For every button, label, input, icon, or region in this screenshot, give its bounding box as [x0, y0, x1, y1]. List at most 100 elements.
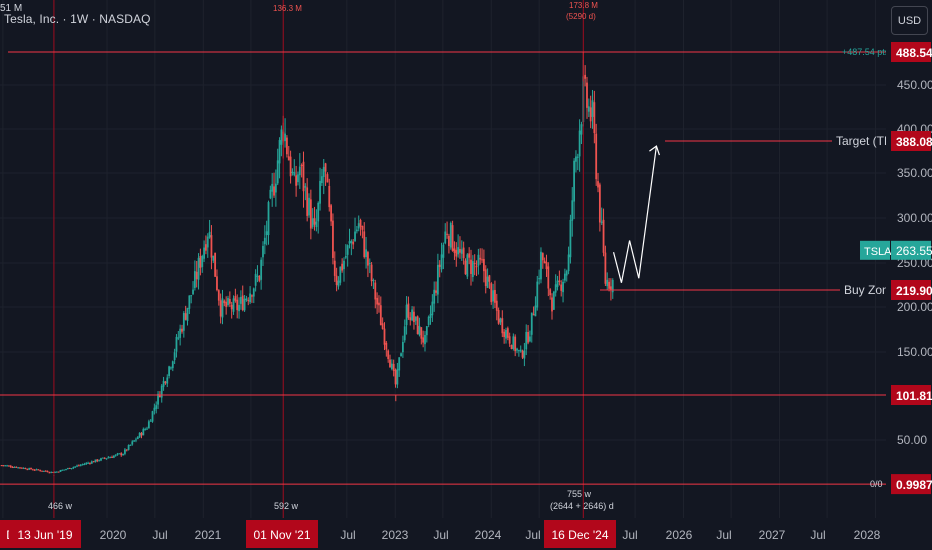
candle-body: [164, 381, 167, 383]
candle-body: [519, 349, 522, 352]
candle-body: [455, 250, 458, 257]
candle-body: [124, 449, 126, 454]
symbol-legend[interactable]: Tesla, Inc. · 1W · NASDAQ: [4, 12, 151, 26]
candle-body: [168, 366, 171, 377]
candle-body: [293, 172, 296, 176]
candle-body: [497, 310, 500, 324]
candle-body: [35, 469, 38, 471]
candle-body: [9, 465, 12, 467]
candle-body: [440, 254, 443, 270]
candle-body: [74, 466, 77, 468]
candle-body: [13, 466, 16, 468]
price-levels: Target (TP) Buy Zone: [0, 51, 896, 485]
x-tick-highlight: [544, 520, 616, 548]
candle-body: [149, 420, 152, 422]
candle-body: [495, 300, 498, 311]
y-tick-label: 350.00: [897, 166, 932, 180]
candle-body: [558, 280, 561, 282]
projection-path: [612, 146, 658, 283]
x-tick-label: Jul: [810, 528, 825, 542]
candle-body: [538, 278, 541, 280]
candle-body: [68, 467, 71, 469]
buy-zone-price-box: [891, 280, 931, 300]
candle-body: [562, 281, 564, 293]
candle-body: [46, 471, 49, 473]
candle-body: [44, 470, 47, 472]
candle-body: [155, 405, 158, 409]
candle-body: [234, 296, 237, 301]
candle-body: [551, 297, 553, 312]
candle-body: [390, 363, 393, 369]
x-tick-highlight: [246, 520, 318, 548]
candle-body: [158, 394, 161, 398]
candle-body: [256, 275, 259, 277]
candle-body: [313, 218, 316, 225]
candle-body: [125, 449, 128, 451]
candle-body: [600, 221, 603, 223]
candle-body: [269, 189, 272, 199]
candle-body: [475, 266, 478, 268]
candle-body: [151, 411, 154, 422]
candle-body: [206, 236, 209, 248]
annotations: +487.54 pts 0/0 466 w 592 w 755 w (2644 + 264…: [48, 1, 890, 511]
candle-body: [219, 300, 222, 317]
candle-body: [182, 312, 185, 331]
candle-body: [230, 304, 233, 310]
candle-body: [297, 174, 299, 183]
range-zero-label: 0/0: [870, 479, 883, 489]
candle-body: [118, 453, 121, 455]
top-level-price-box: [891, 42, 931, 62]
candle-body: [510, 344, 513, 350]
candle-body: [344, 256, 347, 258]
candle-body: [55, 471, 58, 473]
candle-body: [171, 361, 174, 369]
candle-body: [372, 280, 375, 282]
candle-body: [201, 255, 204, 267]
candle-body: [267, 202, 270, 236]
candle-body: [77, 465, 80, 467]
candle-body: [70, 468, 73, 470]
candle-body: [355, 229, 358, 232]
candle-body: [348, 241, 351, 244]
candle-body: [302, 161, 305, 192]
currency-button[interactable]: USD: [891, 6, 928, 35]
candle-body: [575, 156, 577, 162]
candle-body: [444, 231, 447, 244]
candle-body: [482, 259, 485, 272]
candle-body: [606, 279, 609, 287]
candle-body: [214, 252, 217, 277]
candle-body: [597, 181, 599, 188]
candle-body: [166, 377, 169, 384]
y-tick-label: 50.00: [897, 433, 927, 447]
candle-body: [459, 248, 461, 253]
candle-body: [181, 328, 183, 332]
candle-body: [536, 281, 539, 308]
candle-body: [610, 286, 612, 290]
candle-body: [492, 290, 494, 302]
vertical-markers: [53, 0, 584, 518]
candle-body: [19, 467, 21, 469]
candle-body: [228, 299, 231, 304]
candle-body: [494, 289, 496, 303]
candle-body: [505, 329, 507, 339]
candle-body: [571, 200, 574, 221]
y-tick-label: 300.00: [897, 211, 932, 225]
candle-body: [484, 269, 487, 287]
candle-body: [398, 357, 401, 371]
candle-body: [598, 184, 601, 223]
target-price-label: 388.08: [896, 135, 932, 149]
candle-body: [420, 327, 423, 339]
candle-body: [52, 471, 55, 473]
candle-body: [298, 166, 301, 176]
x-tick-label: Jul: [622, 528, 637, 542]
candle-body: [262, 245, 264, 258]
candle-body: [431, 301, 434, 316]
candle-body: [514, 336, 517, 352]
candle-body: [57, 471, 60, 473]
candle-body: [501, 318, 504, 334]
vol-173-days-label: (5290 d): [566, 12, 596, 21]
candle-body: [28, 468, 31, 470]
candle-body: [212, 255, 215, 261]
candle-body: [8, 465, 10, 467]
